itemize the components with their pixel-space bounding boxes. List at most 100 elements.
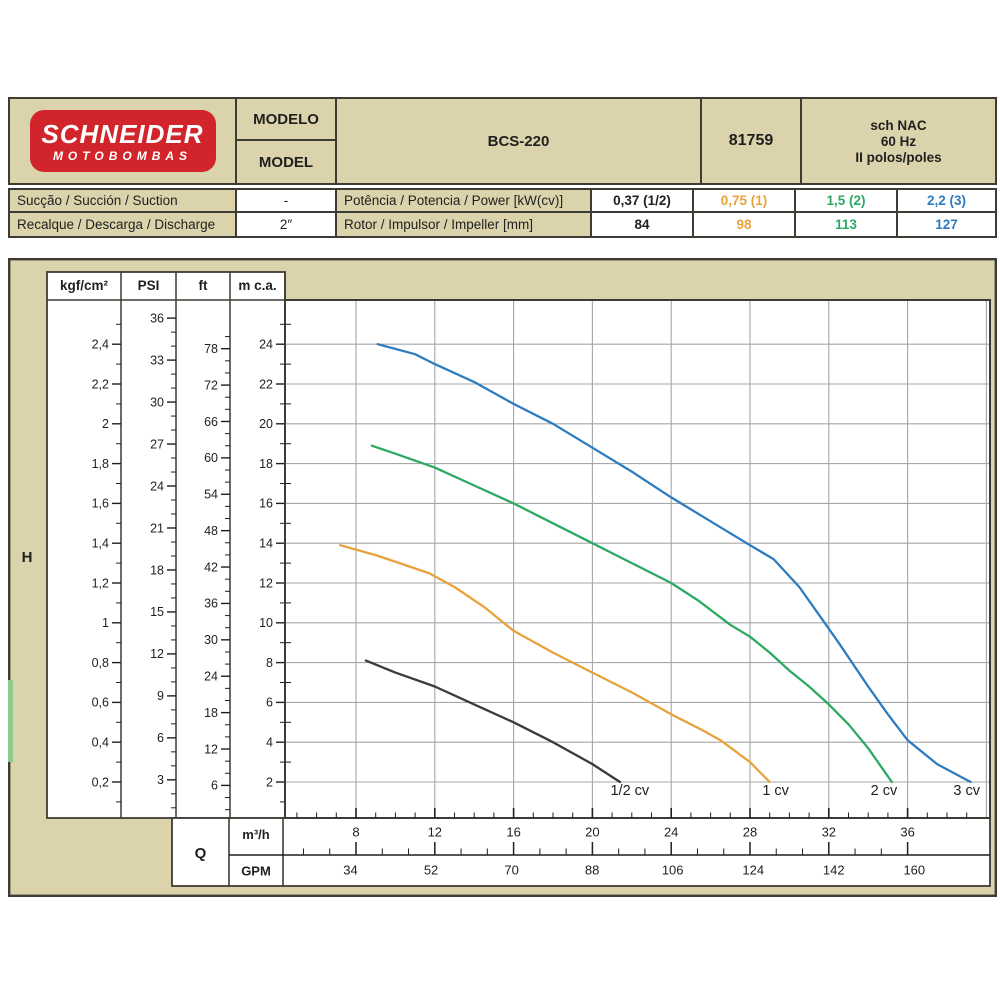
- model-code: 81759: [700, 99, 800, 183]
- impeller-value-4: 127: [896, 213, 995, 236]
- svg-text:36: 36: [150, 311, 164, 325]
- impeller-param-label: Rotor / Impulsor / Impeller [mm]: [335, 213, 590, 236]
- svg-text:0,2: 0,2: [92, 775, 109, 789]
- svg-text:1,2: 1,2: [92, 576, 109, 590]
- scale-unit-label-0: kgf/cm²: [60, 278, 109, 293]
- gpm-unit-label: GPM: [241, 864, 271, 879]
- svg-text:24: 24: [259, 338, 273, 352]
- m3h-tick-20: 20: [585, 825, 599, 840]
- svg-text:3: 3: [157, 773, 164, 787]
- logo-brand-name: SCHNEIDER: [41, 118, 204, 149]
- curve-label-3-cv: 3 cv: [953, 783, 980, 799]
- svg-text:4: 4: [266, 736, 273, 750]
- gpm-tick-106: 106: [662, 863, 684, 878]
- svg-text:6: 6: [157, 731, 164, 745]
- curve-3-cv: [376, 343, 972, 784]
- flow-axis-band: [171, 817, 991, 887]
- svg-text:2,4: 2,4: [92, 338, 109, 352]
- suction-value: -: [235, 190, 335, 213]
- svg-text:0,8: 0,8: [92, 656, 109, 670]
- logo-brand-sub: MOTOBOMBAS: [52, 148, 193, 163]
- svg-text:2,2: 2,2: [92, 377, 109, 391]
- svg-text:20: 20: [259, 417, 273, 431]
- spec-line-3: II polos/poles: [855, 149, 942, 165]
- plot-border: [284, 299, 991, 819]
- impeller-value-3: 113: [794, 213, 896, 236]
- power-value-2: 0,75 (1): [692, 190, 794, 213]
- gpm-tick-124: 124: [742, 863, 764, 878]
- svg-text:12: 12: [150, 647, 164, 661]
- discharge-label: Recalque / Descarga / Discharge: [17, 217, 216, 232]
- impeller-value-1: 84: [590, 213, 692, 236]
- plot-area: [285, 300, 990, 818]
- svg-text:24: 24: [204, 670, 218, 684]
- svg-text:22: 22: [259, 377, 273, 391]
- pressure-scale-table: [46, 271, 286, 819]
- power-value-1: 0,37 (1/2): [590, 190, 692, 213]
- curve-2-cv: [370, 444, 893, 784]
- svg-text:10: 10: [259, 616, 273, 630]
- svg-text:48: 48: [204, 524, 218, 538]
- m3h-tick-32: 32: [822, 825, 836, 840]
- svg-text:2: 2: [266, 775, 273, 789]
- scale-unit-label-3: m c.a.: [238, 278, 276, 293]
- svg-text:9: 9: [157, 689, 164, 703]
- svg-text:0,4: 0,4: [92, 736, 109, 750]
- model-header-table: SCHNEIDER MOTOBOMBAS MODELO MODEL BCS-22…: [8, 97, 997, 185]
- svg-text:1,6: 1,6: [92, 497, 109, 511]
- svg-text:16: 16: [259, 497, 273, 511]
- gpm-tick-52: 52: [424, 863, 438, 878]
- svg-text:18: 18: [204, 706, 218, 720]
- curve-label-2-cv: 2 cv: [871, 783, 898, 799]
- svg-text:0,6: 0,6: [92, 696, 109, 710]
- svg-text:42: 42: [204, 560, 218, 574]
- scale-unit-label-1: PSI: [138, 278, 160, 293]
- gpm-tick-70: 70: [504, 863, 518, 878]
- brand-logo-cell: SCHNEIDER MOTOBOMBAS: [10, 99, 235, 183]
- svg-text:36: 36: [204, 597, 218, 611]
- svg-text:15: 15: [150, 605, 164, 619]
- m3h-unit-label: m³/h: [242, 827, 270, 842]
- svg-text:18: 18: [150, 563, 164, 577]
- discharge-value: 2″: [235, 213, 335, 236]
- impeller-value-2: 98: [692, 213, 794, 236]
- svg-text:30: 30: [150, 395, 164, 409]
- svg-text:30: 30: [204, 633, 218, 647]
- curve-label-1-cv: 1 cv: [762, 783, 789, 799]
- svg-text:33: 33: [150, 353, 164, 367]
- curve-1-2-cv: [364, 659, 622, 784]
- svg-text:6: 6: [266, 696, 273, 710]
- m3h-tick-24: 24: [664, 825, 678, 840]
- motor-spec-cell: sch NAC 60 Hz II polos/poles: [800, 99, 995, 183]
- svg-text:54: 54: [204, 488, 218, 502]
- svg-text:12: 12: [259, 576, 273, 590]
- svg-text:66: 66: [204, 415, 218, 429]
- svg-text:72: 72: [204, 378, 218, 392]
- model-label-pt: MODELO: [237, 99, 335, 141]
- svg-text:27: 27: [150, 437, 164, 451]
- scale-unit-label-2: ft: [199, 278, 208, 293]
- model-value: BCS-220: [335, 99, 700, 183]
- svg-text:1,4: 1,4: [92, 537, 109, 551]
- power-value-4: 2,2 (3): [896, 190, 995, 213]
- q-axis-label: Q: [195, 845, 207, 862]
- svg-text:8: 8: [266, 656, 273, 670]
- gpm-tick-88: 88: [585, 863, 599, 878]
- svg-text:60: 60: [204, 451, 218, 465]
- spec-line-2: 60 Hz: [880, 133, 917, 149]
- curve-1-cv: [339, 544, 771, 784]
- gpm-tick-34: 34: [343, 863, 357, 878]
- m3h-tick-12: 12: [428, 825, 442, 840]
- model-label-en: MODEL: [258, 153, 314, 171]
- curve-label-1-2-cv: 1/2 cv: [610, 783, 649, 799]
- left-accent-strip: [8, 680, 13, 762]
- m3h-tick-36: 36: [900, 825, 914, 840]
- svg-text:6: 6: [211, 779, 218, 793]
- svg-text:24: 24: [150, 479, 164, 493]
- pump-curve-chart: kgf/cm² 2,4 2,2 2 1,8 1,6 1,4 1,2 1 0,8 0,6 0,4 0,2 P…: [8, 258, 997, 897]
- chart-svg: kgf/cm² 2,4 2,2 2 1,8 1,6 1,4 1,2 1 0,8 0,6 0,4 0,2 P…: [8, 258, 997, 897]
- power-value-3: 1,5 (2): [794, 190, 896, 213]
- m3h-tick-8: 8: [352, 825, 359, 840]
- schneider-logo: SCHNEIDER MOTOBOMBAS: [29, 110, 216, 172]
